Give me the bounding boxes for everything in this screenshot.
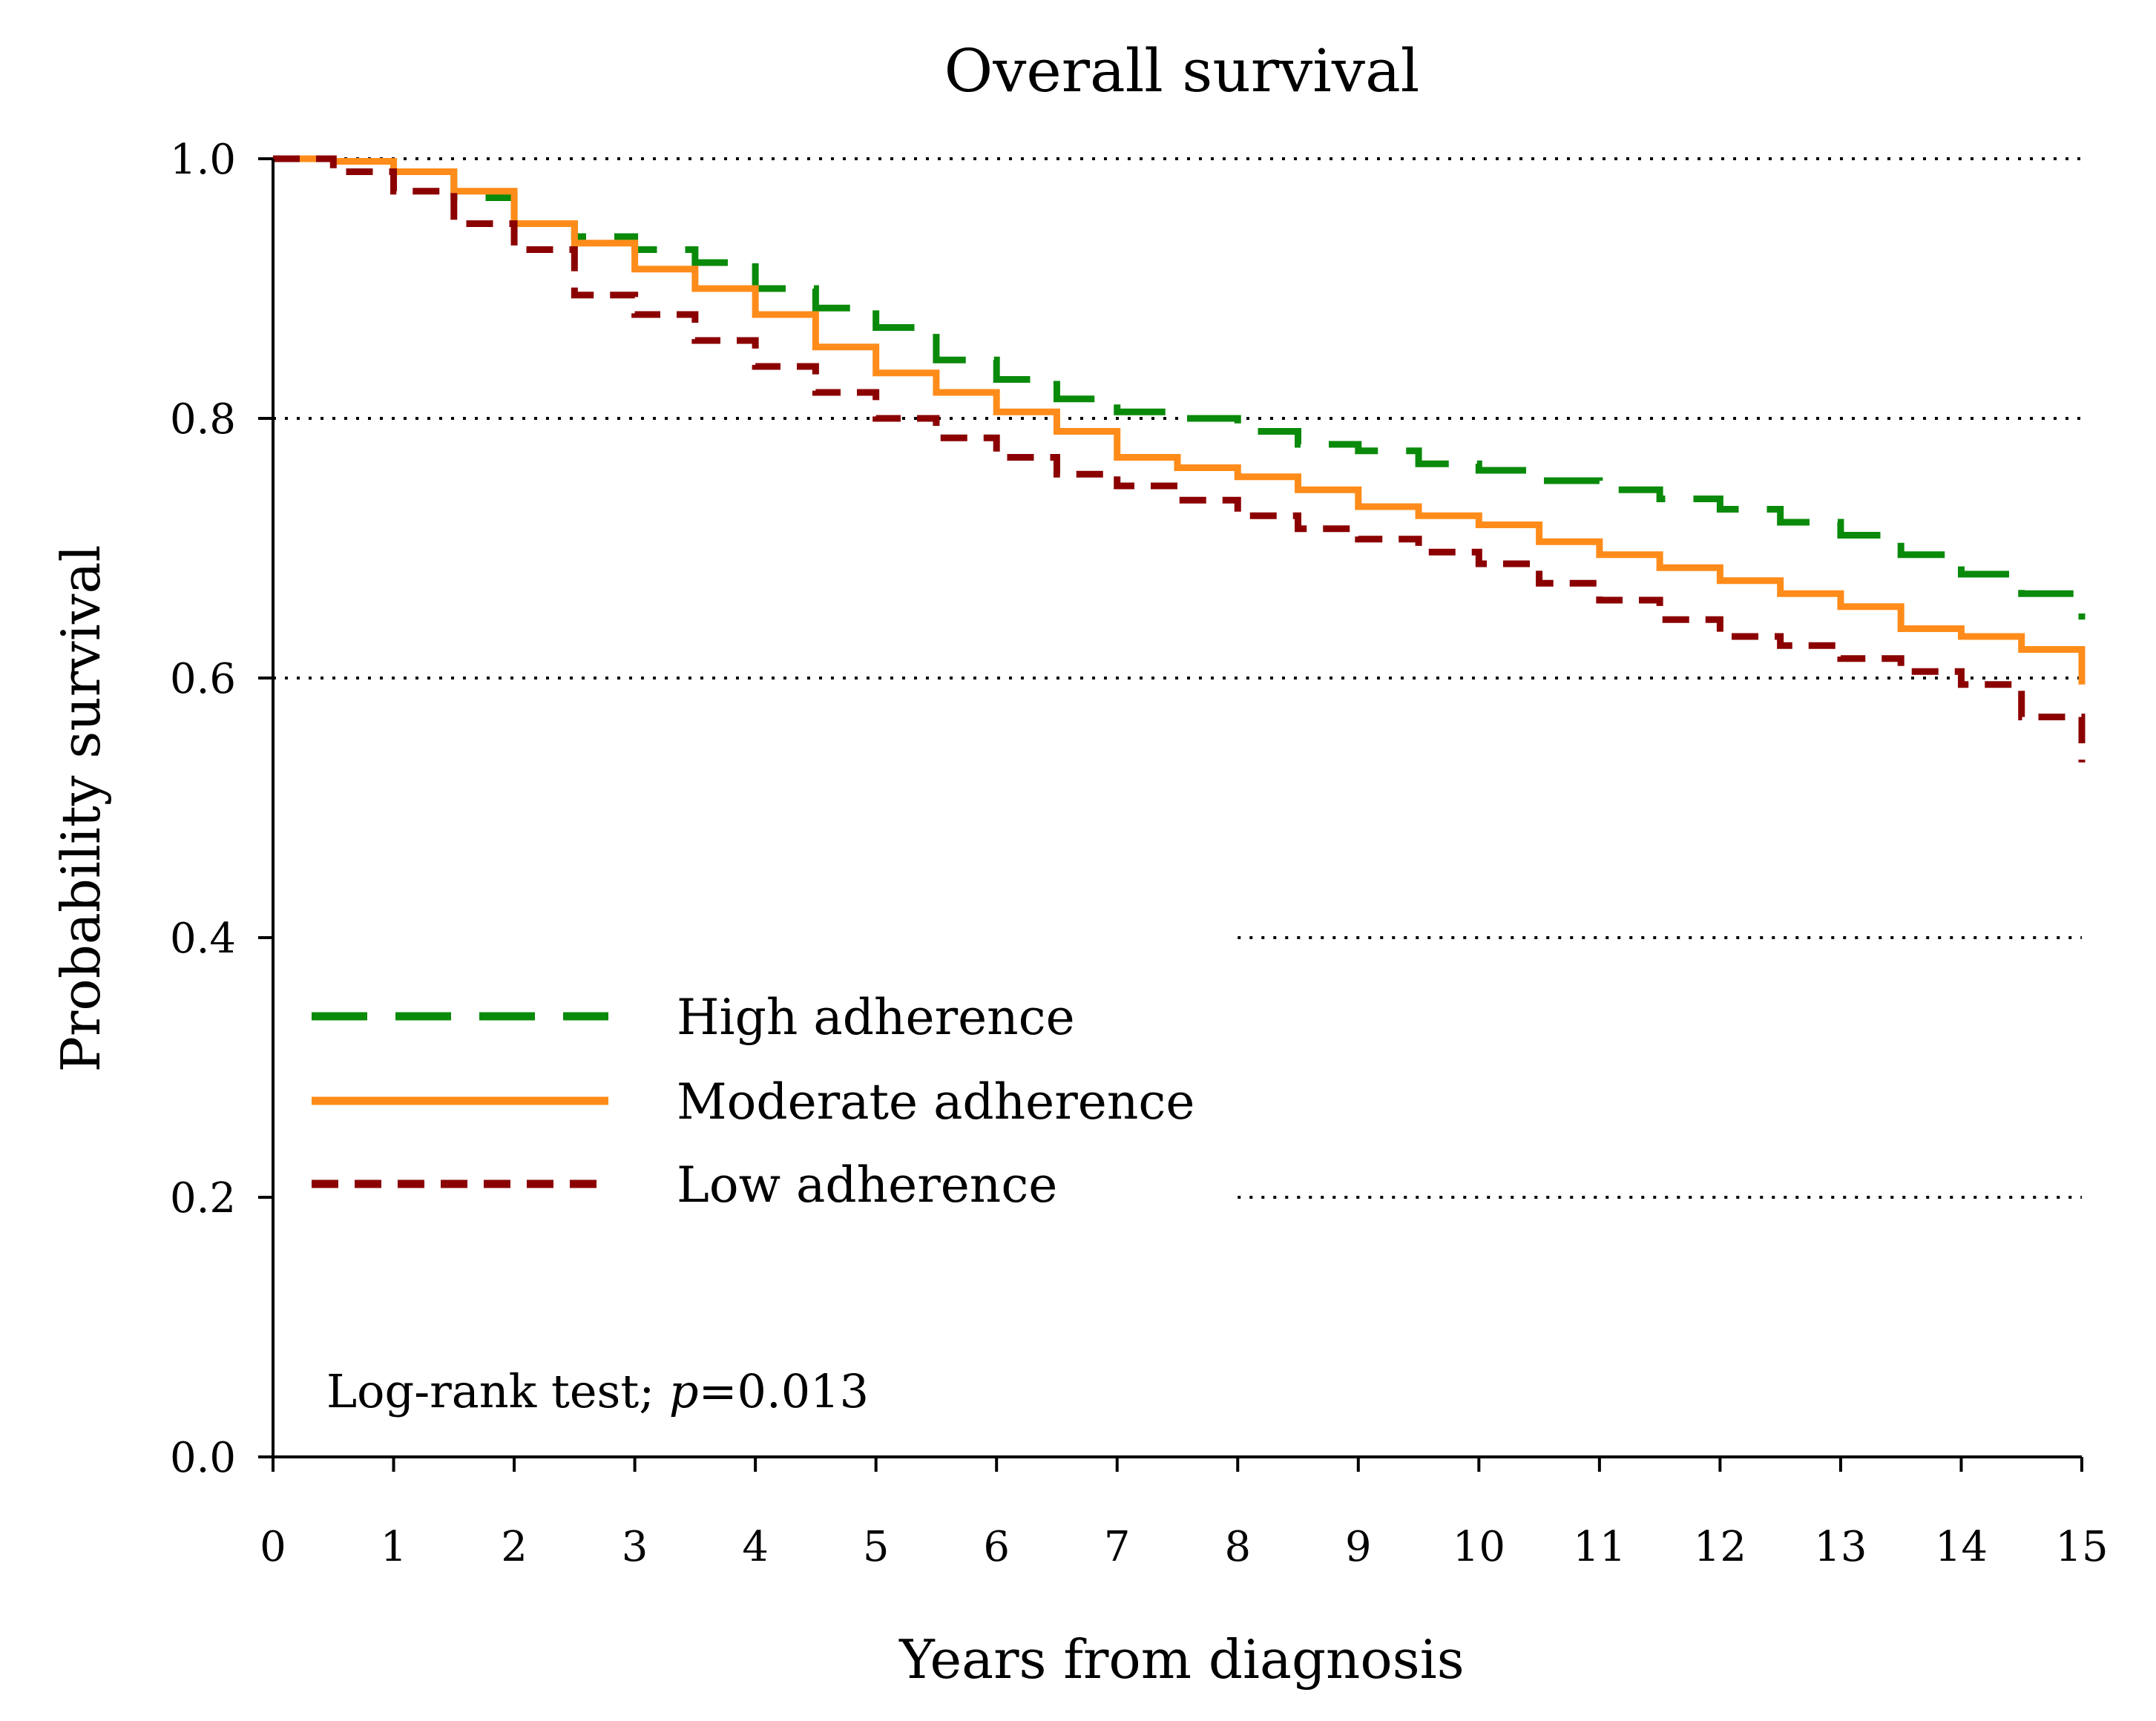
series-lines xyxy=(273,155,2086,763)
x-tick-label: 4 xyxy=(742,1523,769,1571)
gridlines xyxy=(273,157,2082,1199)
series-line-high-adherence xyxy=(273,155,2086,620)
y-tick-label: 0.6 xyxy=(170,655,236,703)
x-tick-label: 14 xyxy=(1935,1523,1988,1571)
x-tick-label: 0 xyxy=(260,1523,286,1571)
y-ticks: 0.0 0.2 0.4 0.6 0.8 1.0 xyxy=(170,136,273,1482)
logrank-annotation: Log-rank test; p=0.013 xyxy=(326,1364,869,1418)
x-tick-label: 5 xyxy=(863,1523,890,1571)
y-tick-label: 0.4 xyxy=(170,915,236,963)
legend: High adherence Moderate adherence Low adhe… xyxy=(312,989,1194,1214)
logrank-value: =0.013 xyxy=(699,1364,869,1418)
x-tick-label: 11 xyxy=(1573,1523,1626,1571)
axes xyxy=(272,159,2082,1458)
legend-label: Low adherence xyxy=(677,1156,1057,1214)
x-tick-label: 6 xyxy=(983,1523,1010,1571)
series-line-low-adherence xyxy=(273,155,2086,763)
series-line-moderate-adherence xyxy=(273,155,2086,685)
chart-title: Overall survival xyxy=(944,36,1420,105)
y-tick-label: 0.0 xyxy=(170,1434,236,1482)
x-tick-label: 3 xyxy=(622,1523,648,1571)
x-tick-label: 15 xyxy=(2055,1523,2108,1571)
x-axis-label: Years from diagnosis xyxy=(898,1628,1464,1691)
x-tick-label: 8 xyxy=(1224,1523,1251,1571)
x-tick-label: 10 xyxy=(1453,1523,1505,1571)
x-tick-label: 7 xyxy=(1104,1523,1131,1571)
x-tick-label: 13 xyxy=(1814,1523,1867,1571)
logrank-prefix: Log-rank test; xyxy=(326,1364,669,1418)
y-tick-label: 0.2 xyxy=(170,1174,236,1223)
x-ticks: 0 1 2 3 4 5 6 7 8 9 10 11 12 13 14 15 xyxy=(260,1457,2109,1571)
y-axis-label: Probability survival xyxy=(50,545,112,1073)
x-tick-label: 2 xyxy=(501,1523,528,1571)
y-tick-label: 0.8 xyxy=(170,395,236,444)
x-tick-label: 1 xyxy=(381,1523,407,1571)
legend-label: High adherence xyxy=(677,989,1075,1046)
y-tick-label: 1.0 xyxy=(170,136,236,184)
x-tick-label: 9 xyxy=(1345,1523,1372,1571)
legend-label: Moderate adherence xyxy=(677,1073,1194,1131)
x-tick-label: 12 xyxy=(1694,1523,1746,1571)
logrank-p: p xyxy=(669,1364,699,1418)
